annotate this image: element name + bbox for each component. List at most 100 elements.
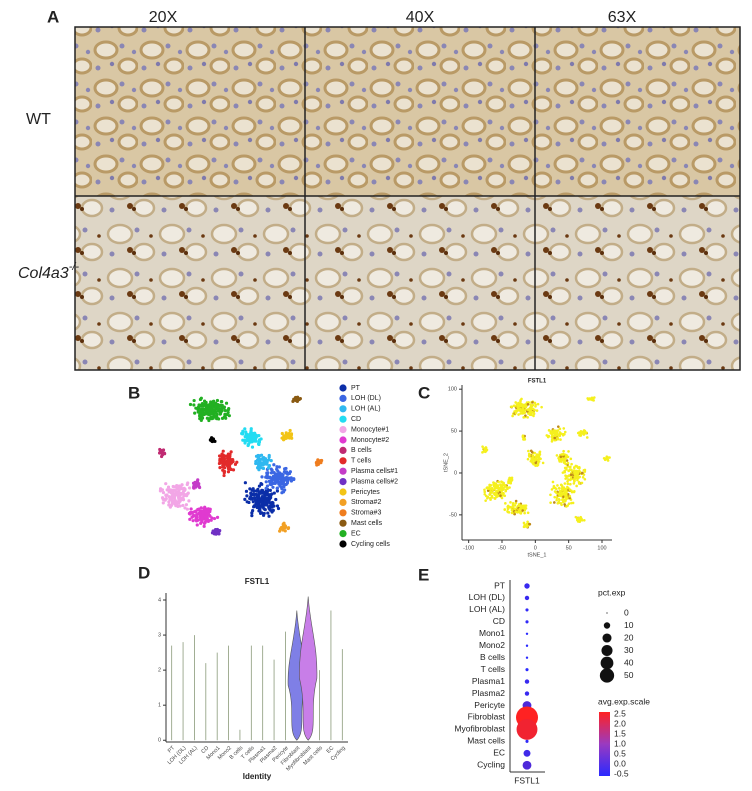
cell-point [248,487,252,491]
cell-point [571,501,575,505]
cell-point [582,473,586,476]
legend-swatch [339,488,347,496]
cell-point [534,461,538,465]
cell-point [187,499,191,503]
legend-label: 2.0 [614,718,626,728]
cell-point [564,456,568,459]
cell-point [212,516,217,521]
micrograph [75,27,305,196]
legend-label: LOH (AL) [351,406,381,413]
cell-point [176,493,180,497]
cell-point [269,471,274,475]
micrograph [305,196,535,370]
cell-point [199,521,203,525]
cell-point [245,494,249,498]
cell-point [257,440,261,444]
cell-point [260,501,264,505]
legend-label: 0.0 [614,758,626,768]
dot [525,632,529,635]
cell-point [206,512,210,517]
cell-point [489,498,492,501]
cell-point [205,510,210,514]
cell-point [206,518,211,522]
cell-point [534,405,537,408]
cell-point [484,446,488,450]
cell-point [555,498,558,502]
x-tick-label: FSTL1 [514,775,540,785]
cell-point [180,492,184,496]
legend-swatch [339,478,347,486]
cell-point [573,471,576,475]
cell-point [559,432,563,435]
cell-point [556,437,560,440]
cell-point [577,517,580,520]
cell-point [568,494,572,498]
cell-point [283,476,287,480]
cell-point [275,489,280,493]
legend-label: 20 [624,632,634,642]
cell-point [285,470,289,475]
cell-point [198,485,202,490]
cell-point [266,471,270,475]
legend-swatch [339,394,347,402]
legend-swatch [339,405,347,413]
micrograph [75,196,305,370]
cell-point [550,440,554,443]
cell-point [522,504,525,508]
cell-point [606,459,610,462]
cell-point [533,401,537,405]
cell-point [532,412,536,416]
cell-point [582,468,586,472]
cell-point [506,509,509,513]
cell-point [281,522,285,526]
cell-point [527,401,530,404]
cell-point [168,496,172,500]
cell-point [226,452,230,456]
cell-point [198,512,202,516]
cell-point [186,491,190,495]
cell-point [276,506,281,511]
cell-point [246,442,251,446]
cell-point [159,448,163,452]
cell-point [486,495,490,499]
cell-point [496,490,499,493]
cell-point [529,411,532,415]
row-label: Cycling [477,760,505,770]
cell-point [573,475,576,479]
cell-point [521,407,525,411]
cell-point [509,501,512,504]
cell-point [240,431,244,436]
cell-point [280,472,284,476]
cell-point [267,463,272,468]
cell-point [251,500,255,504]
cell-point [251,438,255,442]
cell-point [265,462,269,466]
cell-point [524,524,528,527]
cell-point [559,455,563,459]
x-tick-label: EC [326,745,336,755]
cell-point [505,485,509,489]
cell-point [514,401,518,404]
panel-label: A [47,7,59,26]
cell-point [188,402,193,407]
cell-point [504,502,507,505]
cell-point [161,501,165,505]
cell-point [259,453,264,457]
cell-point [578,519,582,523]
dot [523,749,531,757]
cell-point [491,488,494,492]
cell-point [534,464,537,467]
cell-point [488,486,491,490]
cell-point [257,438,262,442]
cell-point [222,473,226,478]
row-label: Mast cells [467,736,505,746]
row-label: B cells [480,652,505,662]
cell-point [254,461,258,466]
cell-point [581,475,585,479]
cell-point [553,434,557,437]
row-label: PT [494,580,505,590]
cell-point [268,504,272,508]
micrograph [535,27,740,196]
cell-point [254,435,258,439]
panel-label: D [138,563,150,582]
